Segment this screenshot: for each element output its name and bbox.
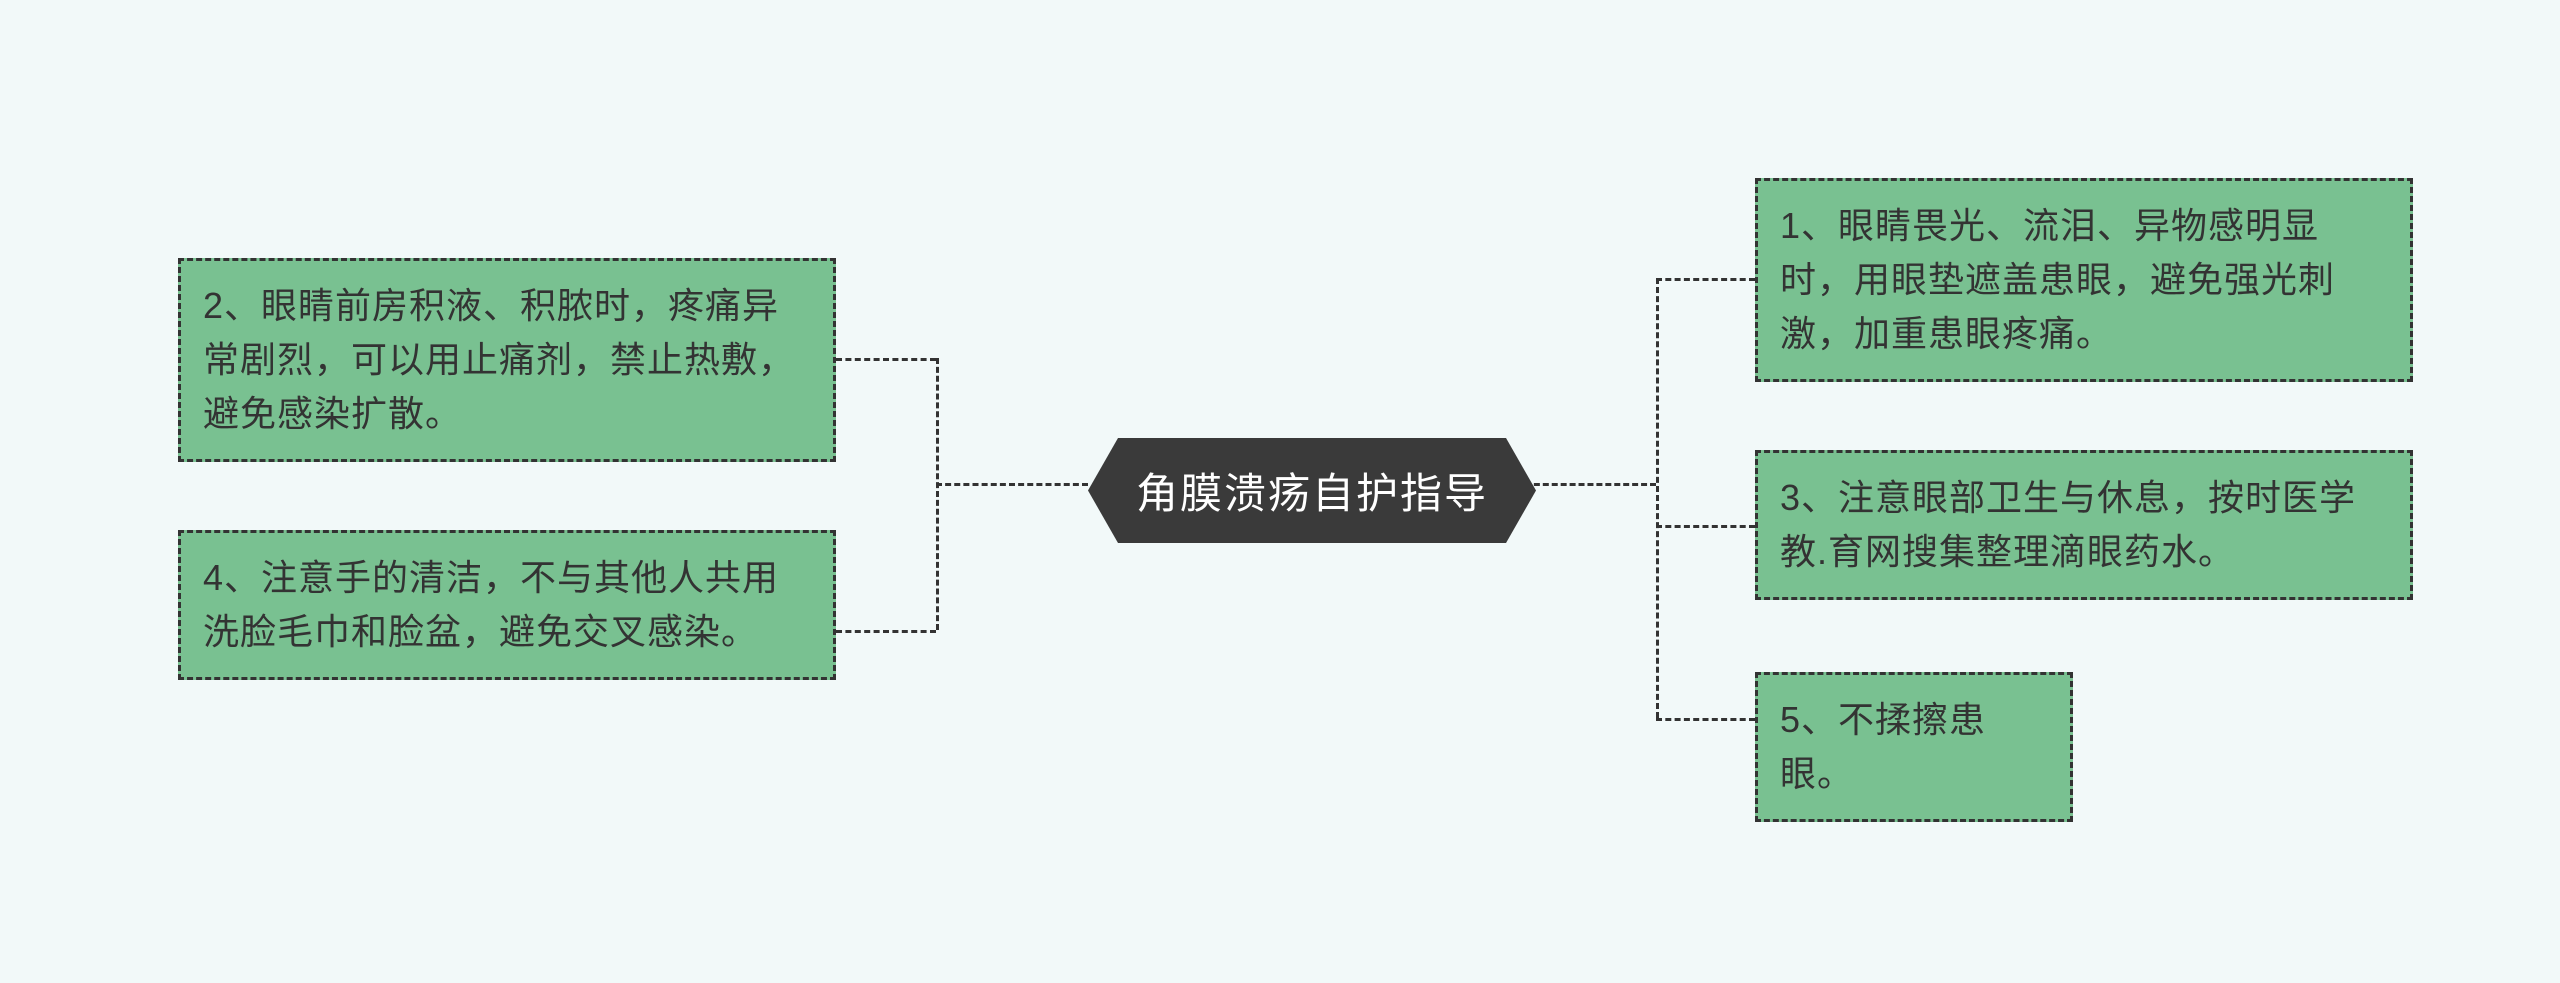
leaf-node-4: 4、注意手的清洁，不与其他人共用洗脸毛巾和脸盆，避免交叉感染。 [178, 530, 836, 680]
leaf-node-3-text: 3、注意眼部卫生与休息，按时医学教.育网搜集整理滴眼药水。 [1780, 477, 2356, 572]
center-node-text: 角膜溃疡自护指导 [1136, 470, 1488, 517]
center-node: 角膜溃疡自护指导 [1088, 438, 1536, 543]
mindmap-canvas: 角膜溃疡自护指导 2、眼睛前房积液、积脓时，疼痛异常剧烈，可以用止痛剂，禁止热敷… [0, 0, 2560, 983]
connector-right-trunk [1516, 483, 1656, 486]
leaf-node-1: 1、眼睛畏光、流泪、异物感明显时，用眼垫遮盖患眼，避免强光刺激，加重患眼疼痛。 [1755, 178, 2413, 382]
leaf-node-4-text: 4、注意手的清洁，不与其他人共用洗脸毛巾和脸盆，避免交叉感染。 [203, 557, 779, 652]
leaf-node-2: 2、眼睛前房积液、积脓时，疼痛异常剧烈，可以用止痛剂，禁止热敷，避免感染扩散。 [178, 258, 836, 462]
leaf-node-5-text: 5、不揉擦患眼。 [1780, 699, 1986, 794]
connector-to-node5 [1656, 718, 1755, 721]
connector-to-node2 [836, 358, 936, 361]
connector-to-node1 [1656, 278, 1755, 281]
leaf-node-2-text: 2、眼睛前房积液、积脓时，疼痛异常剧烈，可以用止痛剂，禁止热敷，避免感染扩散。 [203, 285, 795, 434]
connector-left-trunk [936, 483, 1088, 486]
connector-to-node4 [836, 630, 936, 633]
connector-right-spine [1656, 278, 1659, 718]
leaf-node-5: 5、不揉擦患眼。 [1755, 672, 2073, 822]
leaf-node-3: 3、注意眼部卫生与休息，按时医学教.育网搜集整理滴眼药水。 [1755, 450, 2413, 600]
connector-left-spine [936, 358, 939, 630]
connector-to-node3 [1656, 525, 1755, 528]
leaf-node-1-text: 1、眼睛畏光、流泪、异物感明显时，用眼垫遮盖患眼，避免强光刺激，加重患眼疼痛。 [1780, 205, 2335, 354]
